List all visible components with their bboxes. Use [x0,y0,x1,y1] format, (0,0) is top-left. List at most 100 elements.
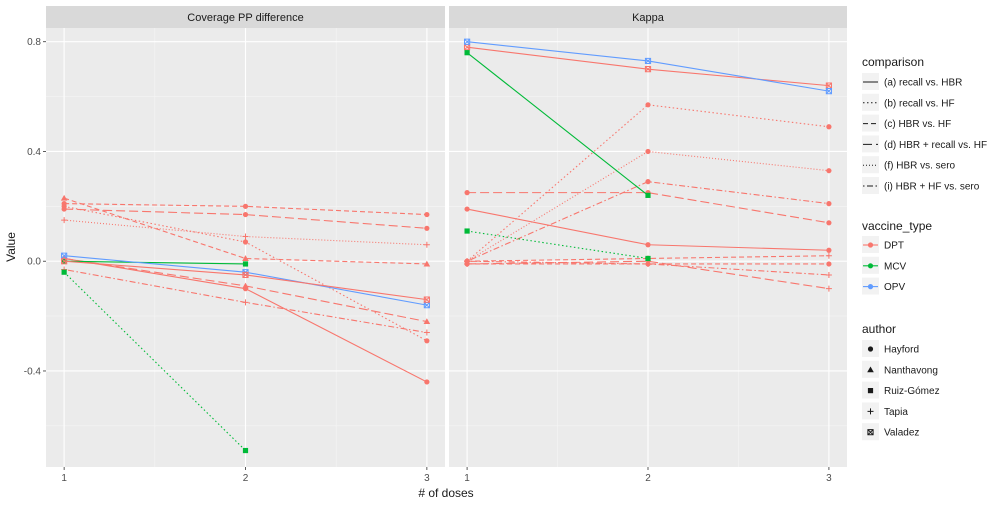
series-dpt-valadez-a-recall-vs-hbr [463,44,833,89]
data-point [644,57,652,65]
data-point [242,239,249,245]
legend-label-comparison: (d) HBR + recall vs. HF [884,140,987,151]
data-point [825,88,833,95]
data-point [464,206,470,212]
legend-label-vaccine: OPV [884,282,905,293]
gridlines-coverage [46,28,445,467]
legend-label-comparison: (b) recall vs. HF [884,98,955,109]
series-dpt-tapia-d-hbr-recall-vs-hf [464,258,832,292]
legend-title-comparison: comparison [862,55,924,69]
legend-label-author: Ruiz-Gómez [884,386,940,397]
series-line [467,192,829,224]
legend-label-comparison: (a) recall vs. HBR [884,78,962,89]
data-point [424,211,430,218]
legend-key-comparison [862,156,879,174]
data-point [61,206,67,212]
data-point [423,260,431,267]
data-point [61,269,67,275]
legend-label-comparison: (i) HBR + HF vs. sero [884,182,980,193]
legend-color-dot-opv [867,284,874,290]
data-point [645,179,651,185]
data-point [242,447,249,454]
series-dpt-valadez-a-recall-vs-hbr [61,258,430,303]
y-axis: -0.4 0.0 0.4 0.8 [24,37,46,377]
legend: comparison (a) recall vs. HBR (b) recall v… [862,55,987,441]
legend-label-vaccine: MCV [884,261,907,272]
data-point [242,255,249,261]
data-point [423,318,431,325]
data-point [61,217,68,224]
y-tick-label: 0.4 [27,147,41,158]
legend-shape-hayford [867,346,874,352]
legend-shape-ruiz-g-mez [867,388,874,394]
series-mcv-ruiz-g-mez-b-recall-vs-hf [464,228,651,262]
data-point [825,252,832,259]
series-layer-coverage [60,194,431,454]
series-opv-valadez-a-recall-vs-hbr [463,38,833,95]
data-point [645,192,651,198]
data-point [464,50,470,56]
data-point [464,228,470,234]
legend-shape-tapia [867,408,874,415]
data-point [645,255,651,262]
data-point [463,38,471,45]
x-tick-label: 2 [243,473,249,484]
series-dpt-hayford-a-recall-vs-hbr [464,206,832,253]
data-point [424,338,430,344]
data-point [242,261,249,267]
panel-kappa: Kappa [449,6,847,467]
data-point [242,299,249,306]
data-point [826,201,832,207]
x-axis: 1 2 3 1 2 3 [61,467,832,484]
series-line [467,230,649,260]
data-point [645,148,651,155]
data-point [464,190,470,196]
series-mcv-ruiz-g-mez-a-recall-vs-hbr [464,50,651,198]
data-point [60,194,68,201]
legend-label-author: Hayford [884,345,919,356]
y-tick-label: 0.8 [27,37,41,48]
data-point [424,379,430,385]
panel-coverage-pp-difference: Coverage PP difference [46,6,445,467]
series-dpt-hayford-d-hbr-recall-vs-hf [61,206,430,231]
series-dpt-tapia-f-hbr-vs-sero [61,217,430,248]
series-dpt-hayford-c-hbr-vs-hf [61,201,430,218]
strip-coverage-pp-difference [46,6,445,28]
data-point [645,242,651,248]
legend-title-vaccine-type: vaccine_type [862,219,932,233]
x-tick-label: 1 [61,473,67,484]
data-point [61,258,68,265]
legend-key-comparison [862,114,879,132]
legend-label-vaccine: DPT [884,241,904,252]
data-point [423,296,430,303]
data-point [424,225,430,231]
data-point [423,329,430,336]
series-dpt-hayford-d-hbr-recall-vs-hf [464,190,832,226]
x-tick-label: 3 [826,473,832,484]
legend-title-author: author [862,322,896,336]
data-point [464,260,471,267]
data-point [826,261,832,267]
data-point [61,201,67,207]
legend-color-dot-dpt [867,242,874,248]
data-point [423,241,430,248]
series-line [466,181,829,262]
legend-label-author: Tapia [884,407,908,418]
series-layer-kappa [463,38,833,292]
data-point [242,211,249,218]
series-line [64,208,427,229]
data-point [826,220,832,226]
data-point [644,66,652,73]
strip-title-coverage-pp-difference: Coverage PP difference [187,12,303,24]
data-point [825,285,832,292]
legend-label-author: Valadez [884,428,919,439]
y-tick-label: -0.4 [24,366,42,377]
x-tick-label: 1 [464,473,470,484]
data-point [826,124,832,130]
data-point [242,271,249,279]
data-point [826,168,832,174]
series-line [64,203,427,216]
series-line [467,260,829,290]
legend-label-comparison: (f) HBR vs. sero [884,161,956,172]
series-mcv-ruiz-g-mez-b-recall-vs-hf [61,269,249,454]
